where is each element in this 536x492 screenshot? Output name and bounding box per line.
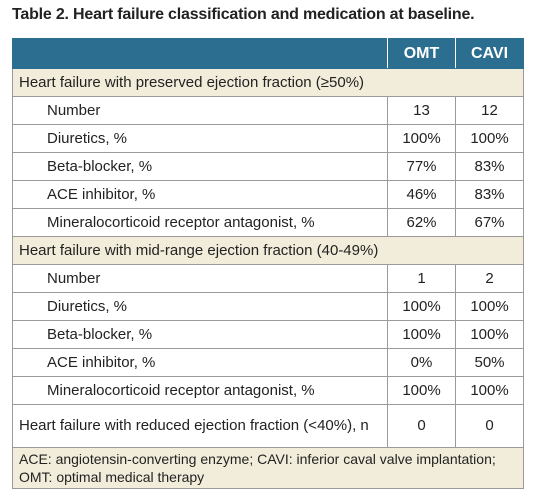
data-row: ACE inhibitor, % 0% 50% xyxy=(12,348,524,377)
section-label: Heart failure with mid-range ejection fr… xyxy=(12,236,524,265)
row-label: Diuretics, % xyxy=(12,124,388,153)
cell-value: 62% xyxy=(387,208,456,237)
cell-value: 100% xyxy=(455,376,524,405)
cell-value: 0% xyxy=(387,348,456,377)
cell-value: 100% xyxy=(455,124,524,153)
row-label: Number xyxy=(12,264,388,293)
row-label: Heart failure with reduced ejection frac… xyxy=(12,404,388,448)
cell-value: 0 xyxy=(455,404,524,448)
cell-value: 100% xyxy=(387,320,456,349)
cell-value: 100% xyxy=(455,320,524,349)
data-row: Heart failure with reduced ejection frac… xyxy=(12,404,524,448)
cell-value: 100% xyxy=(387,292,456,321)
cell-value: 83% xyxy=(455,180,524,209)
cell-value: 83% xyxy=(455,152,524,181)
row-label: Mineralocorticoid receptor antagonist, % xyxy=(12,376,388,405)
data-row: Beta-blocker, % 100% 100% xyxy=(12,320,524,349)
section-row: Heart failure with preserved ejection fr… xyxy=(12,68,524,97)
cell-value: 77% xyxy=(387,152,456,181)
row-label: Mineralocorticoid receptor antagonist, % xyxy=(12,208,388,237)
footnote: ACE: angiotensin-converting enzyme; CAVI… xyxy=(12,447,524,489)
cell-value: 1 xyxy=(387,264,456,293)
section-row: Heart failure with mid-range ejection fr… xyxy=(12,236,524,265)
header-cell: OMT xyxy=(387,38,456,69)
header-row: OMT CAVI xyxy=(12,38,524,69)
data-row: Beta-blocker, % 77% 83% xyxy=(12,152,524,181)
row-label: Diuretics, % xyxy=(12,292,388,321)
header-cell xyxy=(12,38,388,69)
cell-value: 50% xyxy=(455,348,524,377)
data-row: Number 13 12 xyxy=(12,96,524,125)
header-cell: CAVI xyxy=(455,38,524,69)
row-label: Number xyxy=(12,96,388,125)
section-label: Heart failure with preserved ejection fr… xyxy=(12,68,524,97)
data-row: Diuretics, % 100% 100% xyxy=(12,124,524,153)
cell-value: 13 xyxy=(387,96,456,125)
cell-value: 67% xyxy=(455,208,524,237)
footnote-row: ACE: angiotensin-converting enzyme; CAVI… xyxy=(12,447,524,489)
row-label: ACE inhibitor, % xyxy=(12,348,388,377)
data-row: Number 1 2 xyxy=(12,264,524,293)
cell-value: 46% xyxy=(387,180,456,209)
data-row: Mineralocorticoid receptor antagonist, %… xyxy=(12,208,524,237)
cell-value: 12 xyxy=(455,96,524,125)
row-label: Beta-blocker, % xyxy=(12,320,388,349)
data-row: Mineralocorticoid receptor antagonist, %… xyxy=(12,376,524,405)
data-row: Diuretics, % 100% 100% xyxy=(12,292,524,321)
table-body: Heart failure with preserved ejection fr… xyxy=(12,68,524,489)
row-label: ACE inhibitor, % xyxy=(12,180,388,209)
row-label: Beta-blocker, % xyxy=(12,152,388,181)
cell-value: 0 xyxy=(387,404,456,448)
cell-value: 2 xyxy=(455,264,524,293)
table-title: Table 2. Heart failure classification an… xyxy=(12,6,475,23)
cell-value: 100% xyxy=(387,124,456,153)
table: OMT CAVI Heart failure with preserved ej… xyxy=(12,38,524,489)
cell-value: 100% xyxy=(387,376,456,405)
cell-value: 100% xyxy=(455,292,524,321)
data-row: ACE inhibitor, % 46% 83% xyxy=(12,180,524,209)
